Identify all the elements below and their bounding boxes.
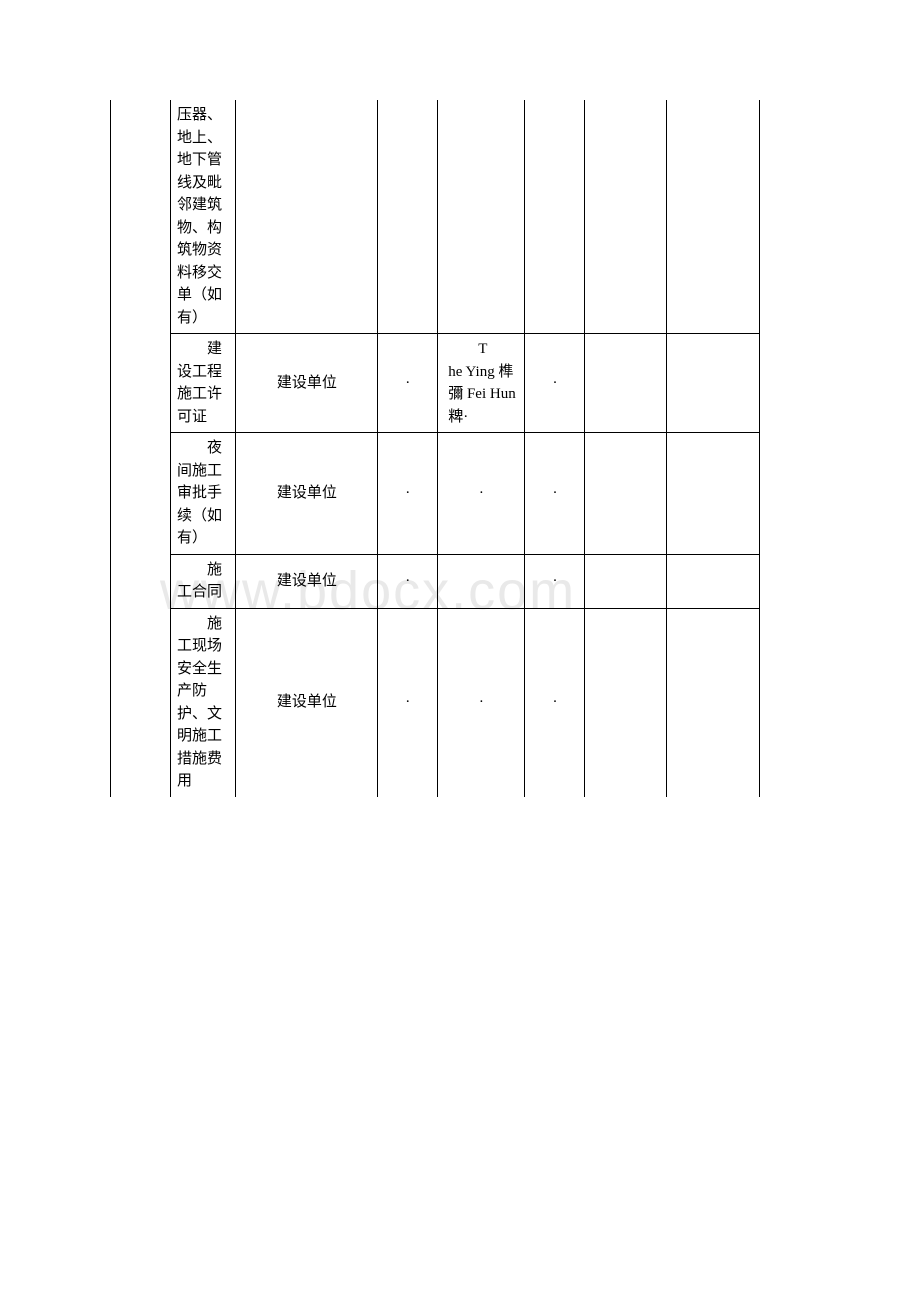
cell-mark: · <box>378 608 438 797</box>
cell-blank <box>667 100 760 334</box>
cell-mark2: · <box>525 433 585 555</box>
cell-note <box>438 100 525 334</box>
cell-unit: 建设单位 <box>236 433 378 555</box>
item-text: 工合同 <box>177 584 222 600</box>
indent-char: T <box>448 338 518 361</box>
cell-mark: · <box>378 433 438 555</box>
cell-item-name: 施工合同 <box>170 554 235 608</box>
cell-unit <box>236 100 378 334</box>
item-text: 工现场安全生产防护、文明施工措施费用 <box>177 638 222 789</box>
cell-blank <box>667 334 760 433</box>
cell-mark2 <box>525 100 585 334</box>
table-row: 建设工程施工许可证 建设单位 · The Ying 榫彌 Fei Hun 粺· … <box>111 334 760 433</box>
cell-item-name: 建设工程施工许可证 <box>170 334 235 433</box>
table-row: 施工合同 建设单位 · · <box>111 554 760 608</box>
cell-item-name: 夜间施工审批手续（如有） <box>170 433 235 555</box>
cell-blank <box>585 554 667 608</box>
cell-mark2: · <box>525 334 585 433</box>
indent-char: 施 <box>177 559 229 582</box>
cell-blank <box>111 334 171 433</box>
cell-unit: 建设单位 <box>236 554 378 608</box>
cell-blank <box>585 334 667 433</box>
cell-unit: 建设单位 <box>236 608 378 797</box>
indent-char: 夜 <box>177 437 229 460</box>
cell-blank <box>111 100 171 334</box>
cell-unit: 建设单位 <box>236 334 378 433</box>
cell-item-name: 压器、地上、地下管线及毗邻建筑物、构筑物资料移交单（如有） <box>170 100 235 334</box>
data-table: 压器、地上、地下管线及毗邻建筑物、构筑物资料移交单（如有） 建设工程施工许可证 … <box>110 100 760 797</box>
cell-blank <box>585 608 667 797</box>
table-row: 夜间施工审批手续（如有） 建设单位 · · · <box>111 433 760 555</box>
cell-note: · <box>438 433 525 555</box>
cell-note <box>438 554 525 608</box>
cell-blank <box>111 433 171 555</box>
cell-blank <box>667 608 760 797</box>
cell-mark <box>378 100 438 334</box>
document-page: 压器、地上、地下管线及毗邻建筑物、构筑物资料移交单（如有） 建设工程施工许可证 … <box>110 100 760 797</box>
cell-note: · <box>438 608 525 797</box>
cell-blank <box>667 554 760 608</box>
table-row: 施工现场安全生产防护、文明施工措施费用 建设单位 · · · <box>111 608 760 797</box>
cell-item-name: 施工现场安全生产防护、文明施工措施费用 <box>170 608 235 797</box>
item-text: 间施工审批手续（如有） <box>177 463 222 547</box>
cell-mark: · <box>378 554 438 608</box>
indent-char: 施 <box>177 613 229 636</box>
cell-blank <box>111 554 171 608</box>
table-row: 压器、地上、地下管线及毗邻建筑物、构筑物资料移交单（如有） <box>111 100 760 334</box>
cell-note: The Ying 榫彌 Fei Hun 粺· <box>438 334 525 433</box>
cell-blank <box>111 608 171 797</box>
cell-blank <box>667 433 760 555</box>
cell-mark2: · <box>525 554 585 608</box>
indent-char: 建 <box>177 338 229 361</box>
item-text: 设工程施工许可证 <box>177 364 222 425</box>
cell-blank <box>585 100 667 334</box>
cell-blank <box>585 433 667 555</box>
note-text: he Ying 榫彌 Fei Hun 粺· <box>448 364 516 425</box>
cell-mark: · <box>378 334 438 433</box>
cell-mark2: · <box>525 608 585 797</box>
